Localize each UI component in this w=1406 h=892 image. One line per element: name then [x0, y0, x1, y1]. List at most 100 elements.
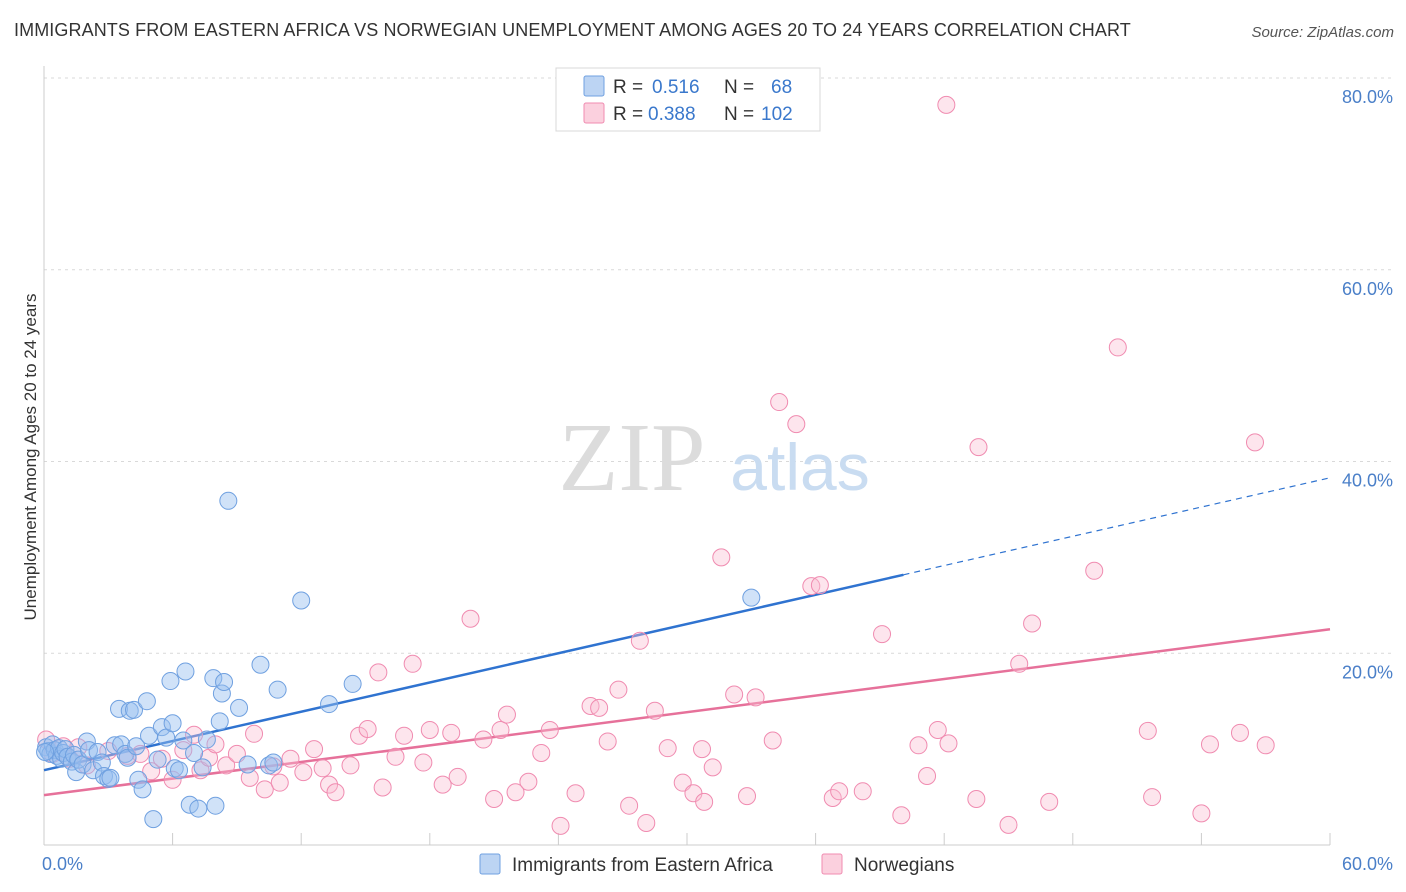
point-eastern-africa [163, 714, 182, 733]
point-norwegians [725, 685, 744, 704]
point-norwegians [320, 775, 339, 794]
point-norwegians [294, 763, 313, 782]
point-norwegians [928, 720, 947, 739]
point-norwegians [630, 631, 649, 650]
point-eastern-africa [36, 743, 55, 762]
point-eastern-africa [101, 768, 120, 787]
point-norwegians [240, 768, 259, 787]
point-norwegians [341, 756, 360, 775]
watermark-zip: ZIP [559, 404, 706, 512]
point-eastern-africa [197, 730, 216, 749]
point-eastern-africa [125, 700, 144, 719]
point-norwegians [918, 766, 937, 785]
point-norwegians [693, 740, 712, 759]
point-norwegians [245, 724, 264, 743]
point-norwegians [645, 701, 664, 720]
y-tick-label: 80.0% [1342, 87, 1393, 107]
x-tick-label: 60.0% [1342, 854, 1393, 874]
bottom-legend-swatch-blue [479, 853, 501, 875]
point-eastern-africa [62, 752, 81, 771]
point-eastern-africa [88, 743, 107, 762]
point-norwegians [1192, 804, 1211, 823]
point-norwegians [403, 654, 422, 673]
point-norwegians [326, 783, 345, 802]
grid-lines [44, 77, 1392, 654]
point-eastern-africa [238, 755, 257, 774]
point-norwegians [695, 792, 714, 811]
y-tick-label: 20.0% [1342, 662, 1393, 682]
point-norwegians [532, 743, 551, 762]
point-norwegians [313, 759, 332, 778]
point-eastern-africa [176, 662, 195, 681]
legend-n-value-2: 102 [761, 104, 793, 125]
point-norwegians [1143, 788, 1162, 807]
point-eastern-africa [144, 810, 163, 829]
bottom-legend: Immigrants from Eastern Africa Norwegian… [479, 853, 954, 876]
y-tick-label: 60.0% [1342, 279, 1393, 299]
point-norwegians [217, 756, 236, 775]
point-eastern-africa [219, 491, 238, 510]
point-norwegians [637, 813, 656, 832]
point-norwegians [1010, 654, 1029, 673]
point-norwegians [658, 739, 677, 758]
point-norwegians [420, 720, 439, 739]
point-eastern-africa [170, 761, 189, 780]
point-norwegians [969, 438, 988, 457]
point-eastern-africa [129, 770, 148, 789]
point-norwegians [937, 95, 956, 114]
point-norwegians [566, 784, 585, 803]
point-norwegians [206, 735, 225, 754]
point-norwegians [255, 780, 274, 799]
point-eastern-africa [152, 718, 171, 737]
point-norwegians [1200, 735, 1219, 754]
legend-n-label-2: N = [724, 104, 754, 125]
trend-lines [43, 477, 1331, 797]
point-norwegians [485, 789, 504, 808]
point-norwegians [497, 705, 516, 724]
point-norwegians [551, 816, 570, 835]
point-norwegians [1108, 338, 1127, 357]
point-norwegians [738, 787, 757, 806]
point-norwegians [763, 731, 782, 750]
point-norwegians [703, 758, 722, 777]
point-norwegians [746, 688, 765, 707]
legend-r-label-1: R = [613, 77, 643, 98]
point-norwegians [414, 753, 433, 772]
source-credit: Source: ZipAtlas.com [1251, 24, 1394, 41]
trend-line-eastern-africa-extension [903, 477, 1331, 576]
bottom-legend-swatch-pink [821, 853, 843, 875]
point-norwegians [281, 749, 300, 768]
point-eastern-africa [204, 669, 223, 688]
point-eastern-africa [343, 674, 362, 693]
legend: R = 0.516 N = 68 R = 0.388 N = 102 [555, 67, 821, 132]
point-norwegians [142, 762, 161, 781]
legend-n-label-1: N = [724, 77, 754, 98]
point-norwegians [1245, 433, 1264, 452]
point-norwegians [270, 773, 289, 792]
point-eastern-africa [264, 753, 283, 772]
point-norwegians [442, 723, 461, 742]
point-eastern-africa [127, 737, 146, 756]
bottom-legend-label-blue: Immigrants from Eastern Africa [512, 855, 773, 876]
point-eastern-africa [174, 731, 193, 750]
point-norwegians [1138, 721, 1157, 740]
x-tick-label: 0.0% [42, 854, 83, 874]
trend-line-norwegians [43, 628, 1331, 797]
point-norwegians [853, 782, 872, 801]
point-eastern-africa [742, 588, 761, 607]
point-norwegians [1040, 792, 1059, 811]
legend-r-value-2: 0.388 [648, 104, 696, 125]
legend-r-value-1: 0.516 [652, 77, 700, 98]
point-norwegians [967, 789, 986, 808]
point-norwegians [939, 734, 958, 753]
point-eastern-africa [320, 695, 339, 714]
point-norwegians [673, 773, 692, 792]
point-eastern-africa [148, 750, 167, 769]
point-norwegians [506, 783, 525, 802]
point-norwegians [1085, 561, 1104, 580]
point-norwegians [598, 732, 617, 751]
point-eastern-africa [206, 796, 225, 815]
point-eastern-africa [185, 743, 204, 762]
point-eastern-africa [133, 780, 152, 799]
point-norwegians [491, 720, 510, 739]
